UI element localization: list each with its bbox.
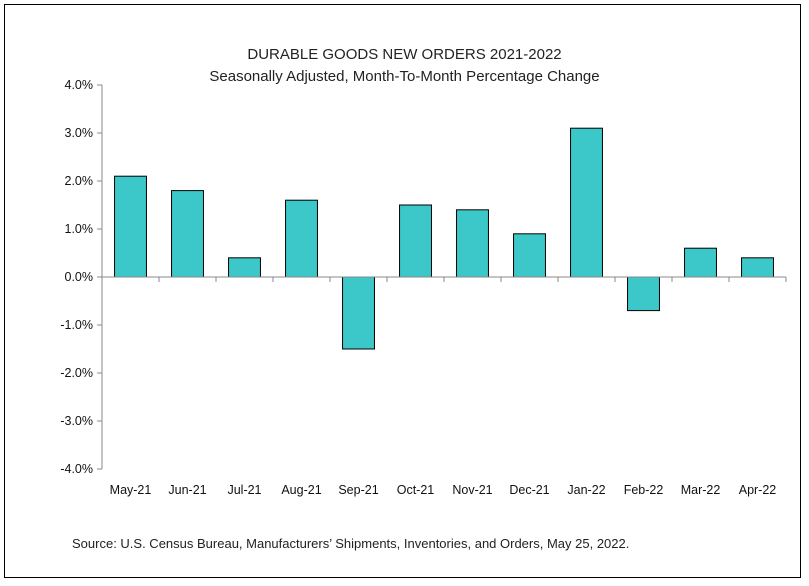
x-tick-label: Dec-21 [509,483,549,497]
y-tick-label: -2.0% [60,366,93,380]
y-tick-label: -4.0% [60,462,93,476]
x-tick-label: Sep-21 [338,483,378,497]
x-tick-label: Aug-21 [281,483,321,497]
x-tick-label: Nov-21 [452,483,492,497]
bar-oct-21 [399,204,432,278]
y-tick-label: -1.0% [60,318,93,332]
chart-frame [4,4,801,578]
bar-jun-21 [171,190,204,278]
bar-jul-21 [228,257,261,278]
bar-mar-22 [684,247,717,278]
x-tick-label: Jan-22 [567,483,605,497]
bar-may-21 [114,175,147,278]
bar-aug-21 [285,199,318,278]
x-tick-label: Jul-21 [227,483,261,497]
x-tick-label: Mar-22 [681,483,721,497]
y-tick-label: 2.0% [65,174,94,188]
y-tick-label: 3.0% [65,126,94,140]
bar-apr-22 [741,257,774,278]
y-tick-label: -3.0% [60,414,93,428]
x-tick-label: May-21 [110,483,152,497]
bar-sep-21 [342,276,375,350]
x-tick-label: Jun-21 [168,483,206,497]
bar-feb-22 [627,276,660,312]
x-tick-label: Apr-22 [739,483,777,497]
bar-nov-21 [456,209,489,278]
x-tick-label: Oct-21 [397,483,435,497]
bar-jan-22 [570,127,603,278]
source-note: Source: U.S. Census Bureau, Manufacturer… [72,536,630,551]
bar-dec-21 [513,233,546,278]
y-tick-label: 1.0% [65,222,94,236]
y-tick-label: 4.0% [65,78,94,92]
chart-subtitle: Seasonally Adjusted, Month-To-Month Perc… [209,68,600,85]
chart-title: DURABLE GOODS NEW ORDERS 2021-2022 [247,46,562,63]
y-tick-label: 0.0% [65,270,94,284]
x-tick-label: Feb-22 [624,483,664,497]
